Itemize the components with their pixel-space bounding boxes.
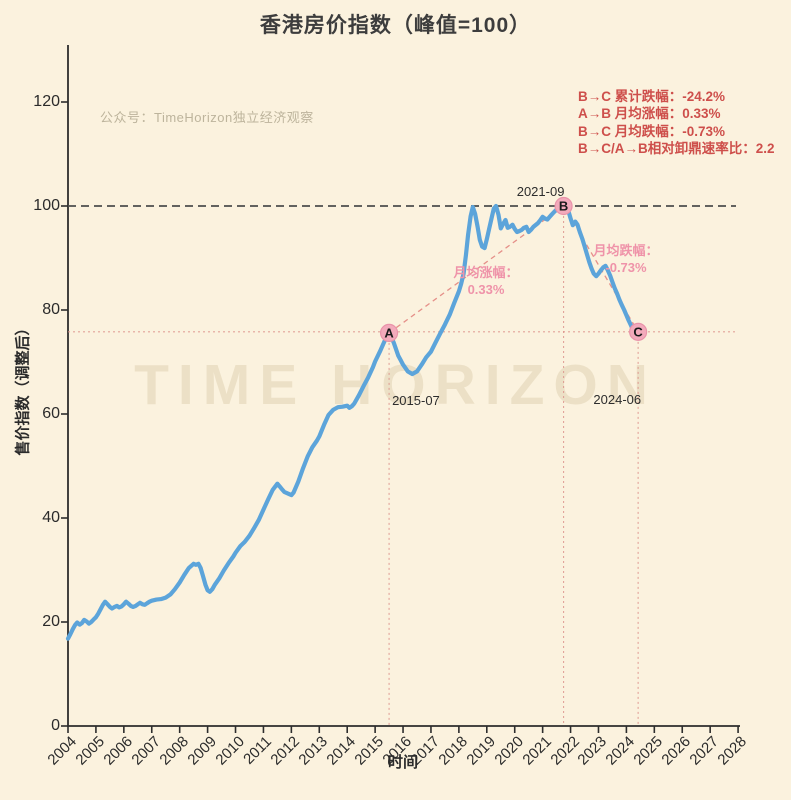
y-tick-label: 40	[42, 509, 60, 526]
marker-C	[629, 322, 648, 341]
trend-down-value: -0.73%	[605, 260, 647, 275]
trend-down-annotation: 月均跌幅： -0.73%	[566, 242, 686, 276]
price-index-line	[65, 203, 641, 641]
y-tick-label: 0	[51, 717, 60, 734]
stat-line-cumulative-drop: B→C 累计跌幅：-24.2%	[578, 89, 726, 104]
y-tick-label: 100	[33, 197, 60, 214]
chart-title: 香港房价指数（峰值=100）	[259, 14, 532, 37]
event-date-label-C: 2024-06	[593, 391, 642, 407]
source-label: 公众号：TimeHorizon独立经济观察	[100, 110, 314, 125]
marker-A	[379, 323, 399, 342]
trend-up-annotation: 月均涨幅： 0.33%	[426, 264, 546, 298]
event-date-label-B: 2021-09	[516, 184, 565, 199]
y-axis-title: 售价指数（调整后）	[14, 320, 32, 456]
y-tick-label: 120	[33, 93, 60, 110]
marker-letter-C: C	[633, 324, 643, 339]
y-tick-label: 60	[42, 405, 60, 422]
y-tick-label: 20	[42, 613, 60, 630]
event-date-label-A: 2015-07	[392, 392, 440, 408]
stat-line-monthly-rise: A→B 月均涨幅：0.33%	[578, 106, 721, 122]
stat-line-monthly-drop: B→C 月均跌幅：-0.73%	[578, 123, 726, 139]
stats-annotation-block: B→C 累计跌幅：-24.2% A→B 月均涨幅：0.33% B→C 月均跌幅：…	[578, 88, 788, 158]
marker-letter-A: A	[384, 325, 394, 340]
trend-down-label: 月均跌幅：	[593, 243, 659, 258]
x-axis-title: 时间	[387, 754, 418, 771]
background-watermark: TIME HORIZON	[134, 353, 657, 417]
trend-up-label: 月均涨幅：	[453, 265, 519, 280]
marker-B	[554, 196, 573, 216]
stat-line-relative-rate: B→C/A→B相对卸鼎速率比：2.2	[578, 141, 775, 157]
marker-letter-B: B	[559, 199, 568, 214]
y-tick-label: 80	[42, 301, 60, 318]
trend-up-value: 0.33%	[467, 282, 505, 297]
